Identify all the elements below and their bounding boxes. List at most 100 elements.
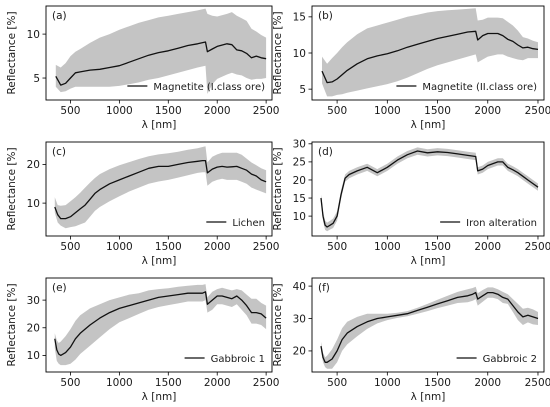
y-tick-label: 10	[27, 29, 40, 41]
y-tick-label: 40	[293, 281, 306, 293]
x-tick-label: 1000	[374, 105, 401, 117]
axes-frame	[45, 277, 273, 373]
y-tick-label: 10	[27, 198, 40, 210]
x-tick-label: 1000	[106, 241, 133, 253]
y-axis-label: Reflectance [%]	[272, 283, 284, 366]
x-tick-label: 2500	[253, 377, 280, 389]
x-axis-label: λ [nm]	[142, 119, 177, 131]
x-tick-label: 2000	[474, 377, 501, 389]
panel-label: (f)	[318, 282, 330, 294]
legend: Gabbroic 2	[456, 354, 537, 365]
x-tick-label: 1500	[155, 241, 182, 253]
y-tick-label: 10	[293, 211, 306, 223]
legend: Gabbroic 1	[184, 354, 265, 365]
y-tick-label: 30	[293, 139, 306, 151]
x-tick-label: 1500	[424, 377, 451, 389]
y-axis-label: Reflectance [%]	[6, 283, 18, 366]
x-tick-label: 1000	[374, 377, 401, 389]
axes-frame	[45, 5, 273, 101]
panel-label: (c)	[52, 146, 66, 158]
axes-frame	[311, 277, 545, 373]
y-tick-label: 15	[293, 193, 306, 205]
legend: Iron alteration	[440, 218, 537, 229]
panel-c: 500 1000 1500 2000 2500 10 20 λ [nm] Reflectance…	[6, 141, 280, 267]
x-tick-label: 2000	[474, 105, 501, 117]
x-tick-label: 1500	[155, 377, 182, 389]
y-tick-label: 30	[293, 313, 306, 325]
x-tick-label: 1500	[424, 105, 451, 117]
y-tick-label: 5	[33, 73, 40, 85]
y-tick-label: 20	[293, 175, 306, 187]
legend-label: Gabbroic 2	[483, 354, 537, 365]
x-tick-label: 1000	[374, 241, 401, 253]
x-tick-label: 2500	[525, 105, 550, 117]
x-tick-label: 500	[327, 105, 347, 117]
legend: Magnetite (II.class ore)	[396, 82, 537, 93]
panel-b: 500 1000 1500 2000 2500 5 10 15 λ [nm] Reflectanc…	[272, 5, 550, 131]
x-axis-label: λ [nm]	[411, 255, 446, 267]
y-tick-label: 25	[293, 157, 306, 169]
range-band	[321, 286, 538, 369]
mean-line	[54, 159, 267, 220]
x-tick-label: 2500	[253, 105, 280, 117]
range-band	[322, 8, 538, 97]
x-tick-label: 1000	[106, 105, 133, 117]
legend: Magnetite (I.class ore)	[127, 82, 265, 93]
y-axis-label: Reflectance [%]	[272, 11, 284, 94]
y-tick-label: 15	[293, 12, 306, 24]
panel-e: 500 1000 1500 2000 2500 10 20 30 λ [nm] Reflectan…	[6, 277, 280, 403]
panel-label: (d)	[318, 146, 333, 158]
x-tick-label: 2000	[474, 241, 501, 253]
x-tick-label: 2500	[253, 241, 280, 253]
mean-line	[54, 291, 267, 357]
y-tick-label: 5	[299, 84, 306, 96]
x-tick-label: 2000	[204, 377, 231, 389]
legend-label: Magnetite (I.class ore)	[153, 82, 265, 93]
y-tick-label: 20	[27, 159, 40, 171]
y-tick-label: 30	[27, 295, 40, 307]
panel-d: 500 1000 1500 2000 2500 10 15 20 25 30 λ [nm] Refle…	[272, 139, 550, 267]
x-tick-label: 2000	[204, 241, 231, 253]
y-tick-label: 10	[27, 350, 40, 362]
x-axis-label: λ [nm]	[411, 119, 446, 131]
x-tick-label: 1500	[155, 105, 182, 117]
x-tick-label: 2500	[525, 241, 550, 253]
x-tick-label: 2500	[525, 377, 550, 389]
legend-label: Lichen	[232, 218, 265, 229]
x-tick-label: 500	[60, 377, 80, 389]
range-band	[54, 284, 267, 366]
panel-f: 500 1000 1500 2000 2500 20 30 40 λ [nm] Reflectan…	[272, 277, 550, 403]
y-tick-label: 20	[293, 346, 306, 358]
x-tick-label: 2000	[204, 105, 231, 117]
x-axis-label: λ [nm]	[142, 255, 177, 267]
legend-label: Gabbroic 1	[211, 354, 265, 365]
panel-label: (e)	[52, 282, 67, 294]
mean-line	[55, 41, 267, 86]
y-axis-label: Reflectance [%]	[6, 147, 18, 230]
x-tick-label: 1500	[424, 241, 451, 253]
legend-label: Iron alteration	[466, 218, 537, 229]
x-tick-label: 500	[327, 241, 347, 253]
y-tick-label: 20	[27, 323, 40, 335]
x-tick-label: 500	[327, 377, 347, 389]
panel-label: (b)	[318, 10, 333, 22]
mean-line	[320, 291, 539, 363]
panel-a: 500 1000 1500 2000 2500 5 10 λ [nm] Reflectance …	[6, 5, 280, 131]
x-axis-label: λ [nm]	[411, 391, 446, 403]
axes-frame	[45, 141, 273, 237]
x-tick-label: 500	[60, 105, 80, 117]
x-tick-label: 1000	[106, 377, 133, 389]
legend-label: Magnetite (II.class ore)	[422, 82, 537, 93]
legend: Lichen	[206, 218, 265, 229]
y-axis-label: Reflectance [%]	[6, 11, 18, 94]
mean-line	[321, 30, 539, 84]
y-axis-label: Reflectance [%]	[272, 147, 284, 230]
x-tick-label: 500	[60, 241, 80, 253]
x-axis-label: λ [nm]	[142, 391, 177, 403]
range-band	[54, 146, 267, 229]
y-tick-label: 10	[293, 48, 306, 60]
panel-label: (a)	[52, 10, 67, 22]
axes-frame	[311, 141, 545, 237]
range-band	[55, 8, 267, 94]
